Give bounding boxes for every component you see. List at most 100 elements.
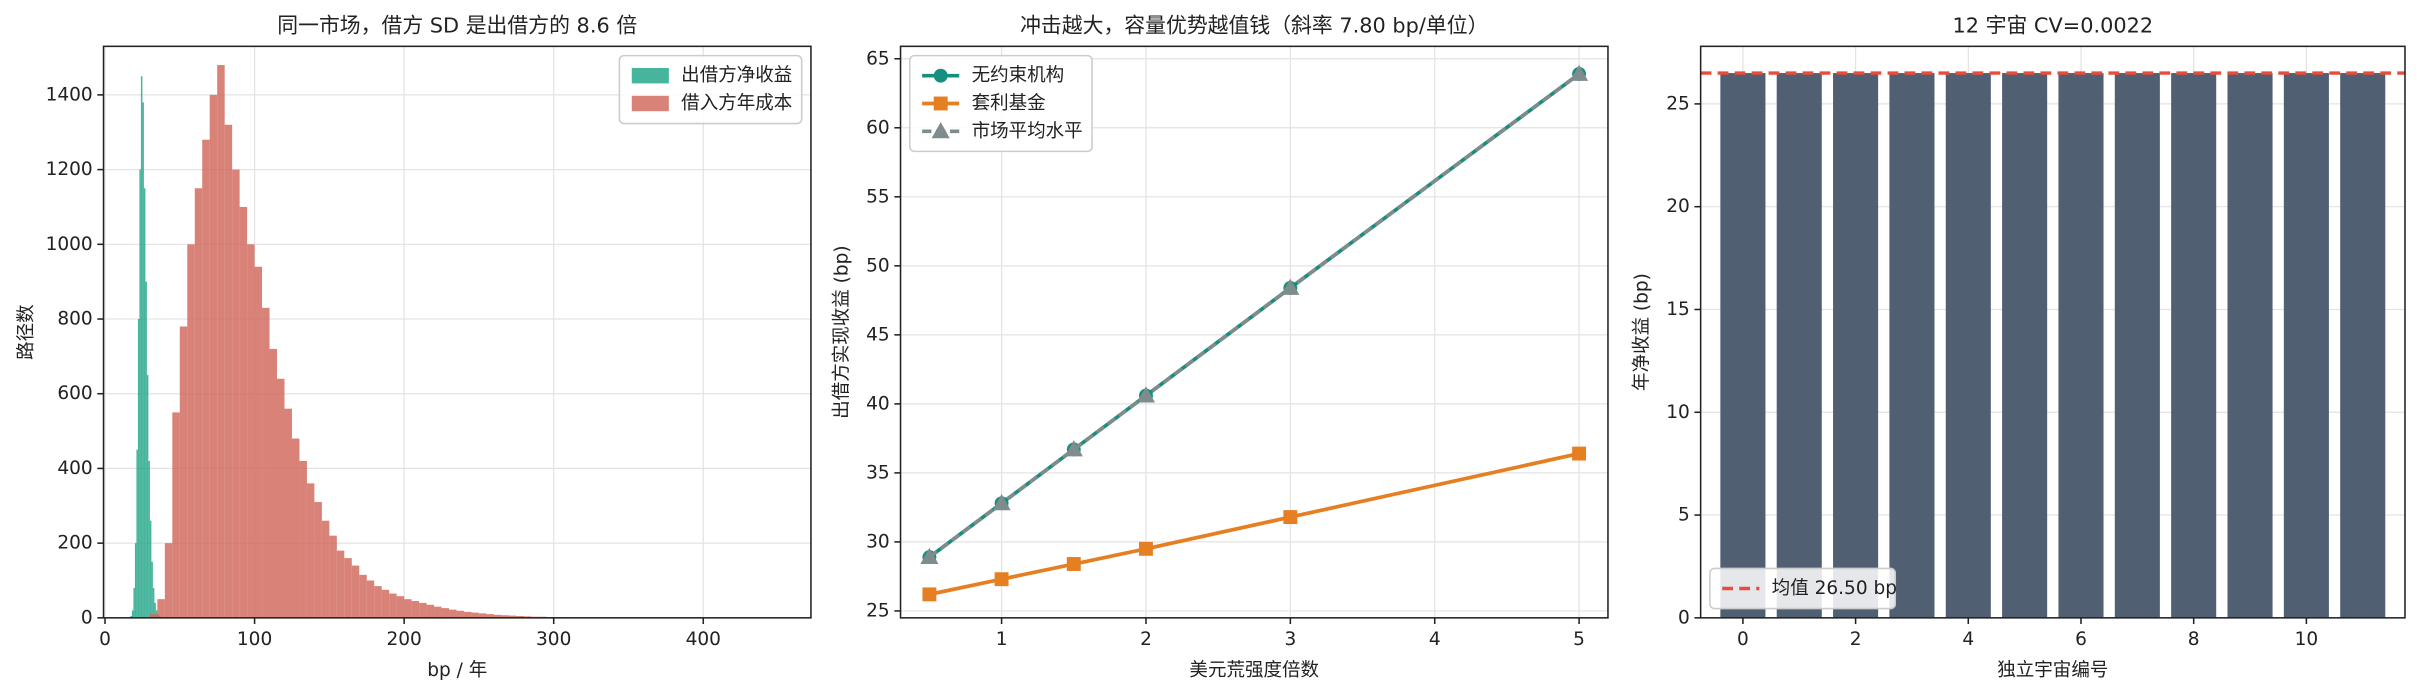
subplot-title: 冲击越大，容量优势越值钱（斜率 7.80 bp/单位） [1020, 13, 1488, 37]
y-tick-label: 25 [866, 600, 890, 621]
x-tick-label: 200 [386, 629, 421, 650]
line [928, 72, 1581, 559]
legend-swatch [631, 95, 669, 112]
hist-bar [269, 348, 278, 618]
marker [1139, 541, 1153, 556]
bar [2283, 73, 2329, 618]
hist-bar [145, 281, 147, 618]
x-tick-label: 4 [1962, 629, 1974, 650]
y-tick-label: 1000 [46, 234, 93, 255]
y-tick-label: 65 [866, 48, 890, 69]
hist-bar [130, 615, 132, 618]
y-tick-label: 25 [1666, 93, 1690, 114]
bar [1889, 73, 1935, 618]
hist-bar [441, 608, 450, 618]
hist-bar [202, 139, 210, 618]
hist-bar [321, 520, 330, 618]
hist-bar [154, 602, 156, 618]
y-tick-label: 50 [866, 255, 890, 276]
hist-bar [471, 612, 479, 618]
legend: 均值 26.50 bp [1709, 567, 1897, 610]
legend-label: 无约束机构 [972, 65, 1065, 86]
marker [931, 121, 950, 139]
hist-bar [224, 124, 233, 618]
hist-bar [463, 611, 472, 618]
y-tick-label: 800 [57, 309, 92, 330]
hist-bar [148, 460, 150, 618]
x-tick-label: 8 [2188, 629, 2200, 650]
y-tick-label: 0 [1678, 607, 1690, 628]
y-tick-label: 400 [57, 458, 92, 479]
y-tick-label: 30 [866, 531, 890, 552]
y-tick-label: 35 [866, 462, 890, 483]
y-tick-label: 5 [1678, 505, 1690, 526]
y-tick-label: 60 [866, 117, 890, 138]
hist-bar [136, 449, 138, 618]
hist-bar [247, 244, 255, 618]
x-tick-label: 0 [1737, 629, 1749, 650]
hist-bar [232, 169, 240, 618]
hist-bar [516, 615, 524, 618]
x-tick-label: 0 [99, 629, 111, 650]
hist-bar [336, 550, 345, 618]
hist-bar [419, 602, 427, 618]
hist-bar [187, 244, 195, 618]
axes-frame [102, 45, 812, 619]
legend-label: 借入方年成本 [681, 93, 792, 114]
y-tick-label: 55 [866, 186, 890, 207]
marker [1281, 278, 1300, 295]
hist-bar [351, 565, 360, 618]
y-tick-label: 15 [1666, 299, 1690, 320]
y-tick-label: 200 [57, 533, 92, 554]
bar [2171, 73, 2217, 618]
marker [1570, 64, 1589, 81]
legend-label: 出借方净收益 [681, 65, 792, 86]
marker [1136, 386, 1156, 403]
bar [2114, 73, 2160, 618]
axes-frame [1699, 45, 2406, 619]
hist-bar [456, 610, 464, 618]
y-tick-label: 0 [81, 607, 93, 628]
y-tick-label: 45 [866, 324, 890, 345]
hist-bar [426, 604, 435, 618]
x-tick-label: 5 [1573, 629, 1585, 650]
hist-bar [217, 65, 225, 618]
hist-bar [478, 613, 487, 618]
hist-bar [359, 574, 367, 618]
y-tick-label: 1400 [46, 84, 93, 105]
x-tick-label: 2 [1140, 629, 1152, 650]
x-tick-label: 400 [686, 629, 721, 650]
bar [1720, 73, 1766, 618]
hist-bar [306, 483, 315, 618]
bar [2002, 73, 2048, 618]
subplot-title: 12 宇宙 CV=0.0022 [1952, 13, 2153, 37]
hist-bar [149, 614, 158, 618]
y-axis-label: 出借方实现收益 (bp) [831, 245, 852, 418]
bar [2340, 73, 2386, 618]
hist-bar [396, 596, 405, 618]
bar [2058, 73, 2104, 618]
hist-bar [254, 266, 263, 618]
axes-frame [899, 45, 1609, 619]
hist-bar [449, 609, 457, 618]
marker [933, 96, 948, 111]
y-tick-label: 600 [57, 383, 92, 404]
marker [1066, 557, 1081, 571]
hist-bar [209, 94, 218, 618]
hist-bar [134, 543, 137, 618]
x-tick-label: 10 [2295, 629, 2319, 650]
y-tick-label: 40 [866, 393, 890, 414]
bar [1776, 73, 1822, 618]
subplot-title: 同一市场，借方 SD 是出借方的 8.6 倍 [277, 13, 637, 37]
x-tick-label: 1 [996, 629, 1008, 650]
marker [992, 493, 1011, 511]
legend-box [909, 54, 1093, 153]
x-axis-label: bp / 年 [427, 660, 487, 681]
hist-bar [142, 102, 144, 618]
hist-bar [329, 535, 337, 618]
legend-swatch [631, 67, 669, 84]
subplot: 0 200 400 600 800 1000 1200 1400 0 100 200 300 400 同一… [16, 13, 812, 681]
legend-label: 市场平均水平 [972, 121, 1083, 142]
